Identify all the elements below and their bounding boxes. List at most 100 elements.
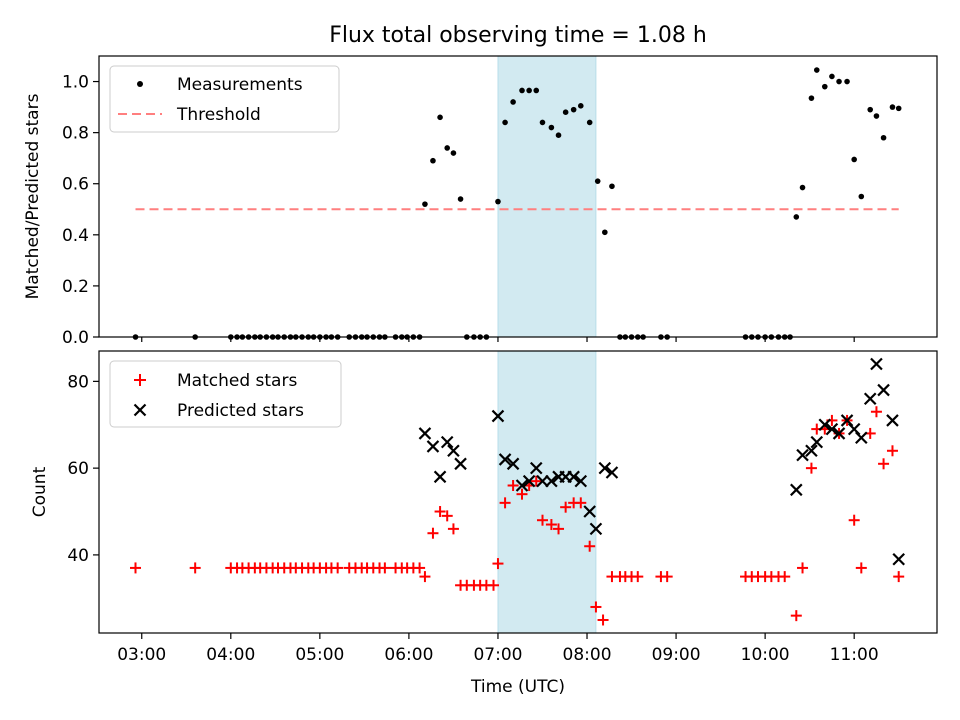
time-x-tick-label: 06:00 <box>384 645 433 665</box>
x-stroke-b <box>805 444 818 458</box>
x-stroke-b <box>877 383 890 397</box>
matched-star-point <box>878 458 890 470</box>
measurement-point <box>539 119 546 126</box>
matched-star-point <box>507 479 519 491</box>
predicted-star-point <box>447 444 460 458</box>
ratio-legend-box <box>109 65 340 133</box>
matched-star-point <box>790 610 802 622</box>
predicted-star-point <box>796 448 809 462</box>
x-stroke-b <box>506 457 520 471</box>
count-y-ticks: 40 60 80 <box>67 372 99 566</box>
predicted-star-point <box>818 418 832 432</box>
measurement-point <box>813 67 820 73</box>
measurement-point <box>533 87 540 94</box>
predicted-star-point <box>605 466 619 479</box>
matched-star-point <box>848 514 860 526</box>
x-stroke-b <box>491 409 505 423</box>
measurement-point <box>851 156 857 163</box>
matched-star-point <box>414 562 426 574</box>
predicted-star-point <box>567 470 580 484</box>
measurement-point <box>577 103 584 109</box>
ratio-y-tick-label: 0.6 <box>62 175 89 195</box>
matched-star-point <box>332 562 344 574</box>
measurement-point <box>457 196 464 202</box>
predicted-star-point <box>589 522 603 536</box>
predicted-star-point <box>825 422 839 436</box>
predicted-star-point <box>498 453 512 466</box>
count-axes-frame <box>98 350 938 634</box>
measurements-legend-label: Measurements <box>177 75 303 95</box>
measurement-point <box>844 78 850 85</box>
measurement-point <box>562 109 569 115</box>
predicted-star-point <box>418 427 432 440</box>
x-stroke-b <box>892 552 905 566</box>
predicted-star-point <box>805 444 818 458</box>
measurement-point <box>526 87 532 94</box>
observing-window-shade <box>497 55 597 338</box>
x-stroke-b <box>440 435 454 449</box>
predicted-star-point <box>832 427 846 440</box>
x-stroke-b <box>522 474 536 488</box>
count-y-tick-label: 80 <box>67 372 89 392</box>
measurement-point <box>510 99 516 105</box>
ratio-y-axis-label: Matched/Predicted stars <box>23 93 43 299</box>
predicted-star-point <box>529 461 543 475</box>
x-stroke-b <box>583 505 596 518</box>
ratio-y-tick-label: 1.0 <box>62 73 89 93</box>
predicted-star-point <box>536 474 549 488</box>
predicted-star-point <box>506 457 520 471</box>
predicted-star-point <box>545 474 558 488</box>
matched-star-point <box>379 562 391 574</box>
matched-stars-legend-label: Matched stars <box>177 371 297 391</box>
count-panel: 40 60 80 03:00 04:00 05:00 06:00 07:00 08:00 09:… <box>30 350 938 697</box>
matched-star-point <box>499 497 511 509</box>
measurement-point <box>808 95 815 101</box>
legend-x <box>133 403 147 417</box>
time-x-tick-label: 07:00 <box>473 645 522 665</box>
matched-star-point <box>632 571 644 583</box>
matched-star-point <box>130 562 142 574</box>
measurement-point <box>594 178 601 184</box>
measurements-legend-marker <box>137 81 143 87</box>
predicted-star-point <box>790 483 803 497</box>
time-x-tick-label: 08:00 <box>563 645 612 665</box>
matched-star-point <box>797 562 809 574</box>
x-stroke-b <box>515 479 529 492</box>
measurement-point <box>586 119 593 126</box>
predicted-star-point <box>583 505 596 518</box>
measurement-point <box>821 83 828 90</box>
x-stroke-b <box>790 483 803 497</box>
predicted-stars-legend-label: Predicted stars <box>177 401 304 421</box>
observing-window-shade-bottom <box>497 350 597 634</box>
matched-star-point <box>886 445 898 457</box>
measurement-point <box>444 145 451 151</box>
matched-star-point <box>560 501 572 513</box>
predicted-star-point <box>454 457 467 471</box>
measurement-point <box>873 113 880 119</box>
matched-star-point <box>441 510 453 522</box>
count-y-axis-label: Count <box>30 466 50 517</box>
predicted-stars-points <box>418 357 905 566</box>
matched-star-point <box>434 506 446 518</box>
time-x-ticks: 03:00 04:00 05:00 06:00 07:00 08:00 09:00 10:00… <box>117 633 879 665</box>
measurement-point <box>495 198 501 205</box>
x-stroke-b <box>840 414 854 427</box>
matched-star-point <box>492 558 504 570</box>
matched-star-point <box>516 488 528 500</box>
predicted-star-point <box>426 440 440 453</box>
x-stroke-b <box>529 461 543 475</box>
measurement-point <box>889 104 896 110</box>
measurement-point <box>836 78 842 85</box>
matched-star-point <box>530 475 542 487</box>
x-stroke-b <box>574 474 588 488</box>
x-stroke-b <box>454 457 467 471</box>
x-stroke-b <box>855 431 868 445</box>
x-stroke-b <box>589 522 603 536</box>
matched-star-point <box>545 519 557 531</box>
matched-star-point <box>536 514 548 526</box>
predicted-star-point <box>870 357 883 371</box>
matched-star-point <box>189 562 201 574</box>
x-stroke-b <box>567 470 580 484</box>
matched-stars-legend-marker <box>134 374 146 386</box>
